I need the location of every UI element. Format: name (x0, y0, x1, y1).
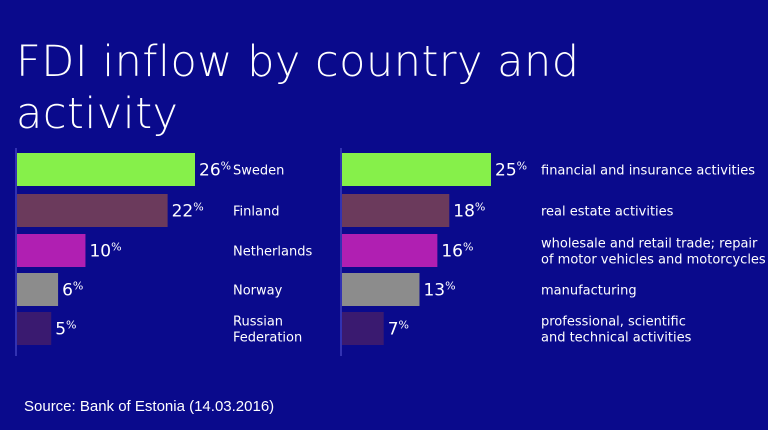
country-bar (17, 194, 168, 227)
activity-value-label: 16% (441, 241, 473, 262)
activity-value: 13 (423, 281, 445, 301)
activity-bar (342, 234, 438, 267)
activity-value: 7 (388, 320, 399, 340)
activity-value: 18 (453, 202, 475, 222)
country-value: 22 (172, 202, 194, 222)
activity-category-line: real estate activities (541, 205, 674, 220)
activity-category-label: wholesale and retail trade; repair of mot… (541, 237, 766, 268)
country-category-label: Sweden (233, 164, 284, 179)
activity-category-line: professional, scientific (541, 315, 686, 330)
country-value: 5 (55, 320, 66, 340)
activity-category-line: of motor vehicles and motorcycles (541, 253, 766, 268)
activity-value: 16 (441, 242, 463, 262)
activity-value-label: 7% (388, 319, 409, 340)
activity-value-label: 13% (423, 280, 455, 301)
country-category-line: Federation (233, 331, 302, 346)
country-value-unit: % (111, 241, 121, 254)
country-category-line: Norway (233, 284, 283, 299)
country-value: 26 (199, 161, 221, 181)
activity-value: 25 (495, 161, 517, 181)
country-value-label: 26% (199, 160, 231, 181)
country-category-line: Sweden (233, 164, 284, 179)
activity-value-unit: % (399, 319, 409, 332)
country-category-label: Netherlands (233, 245, 312, 260)
chart-title: FDI inflow by country and activity (16, 36, 716, 140)
activity-value-unit: % (517, 160, 527, 173)
activity-category-label: professional, scientific and technical ac… (541, 315, 692, 346)
country-value: 6 (62, 281, 73, 301)
country-category-label: Russian Federation (233, 315, 302, 346)
country-value-unit: % (66, 319, 76, 332)
activity-bar (342, 194, 450, 227)
country-bar (17, 153, 195, 186)
activity-bar (342, 312, 384, 345)
title-line-1: FDI inflow by country and (16, 37, 580, 87)
country-category-line: Russian (233, 315, 283, 330)
activity-value-unit: % (445, 280, 455, 293)
activity-value-unit: % (463, 241, 473, 254)
activity-category-label: real estate activities (541, 205, 674, 220)
activity-bar (342, 273, 420, 306)
country-value-unit: % (221, 160, 231, 173)
activity-value-label: 18% (453, 201, 485, 222)
country-value-label: 10% (89, 241, 121, 262)
country-category-line: Finland (233, 205, 279, 220)
activity-category-label: financial and insurance activities (541, 164, 755, 179)
activity-value-unit: % (475, 201, 485, 214)
country-value-unit: % (193, 201, 203, 214)
activity-bar (342, 153, 491, 186)
activity-category-line: financial and insurance activities (541, 164, 755, 179)
country-value-unit: % (73, 280, 83, 293)
activity-category-label: manufacturing (541, 284, 637, 299)
country-value: 10 (89, 242, 111, 262)
country-bar (17, 234, 86, 267)
activity-category-line: and technical activities (541, 331, 692, 346)
country-value-label: 22% (172, 201, 204, 222)
source-note: Source: Bank of Estonia (14.03.2016) (24, 398, 275, 415)
country-bar (17, 312, 52, 345)
activity-category-line: manufacturing (541, 284, 637, 299)
title-line-2: activity (16, 89, 179, 139)
country-value-label: 5% (55, 319, 76, 340)
country-category-label: Finland (233, 205, 279, 220)
country-value-label: 6% (62, 280, 83, 301)
country-bar (17, 273, 59, 306)
activity-category-line: wholesale and retail trade; repair (541, 237, 758, 252)
country-category-line: Netherlands (233, 245, 312, 260)
country-category-label: Norway (233, 284, 283, 299)
activity-chart: 25% financial and insurance activities 18%… (340, 148, 766, 356)
activity-value-label: 25% (495, 160, 527, 181)
